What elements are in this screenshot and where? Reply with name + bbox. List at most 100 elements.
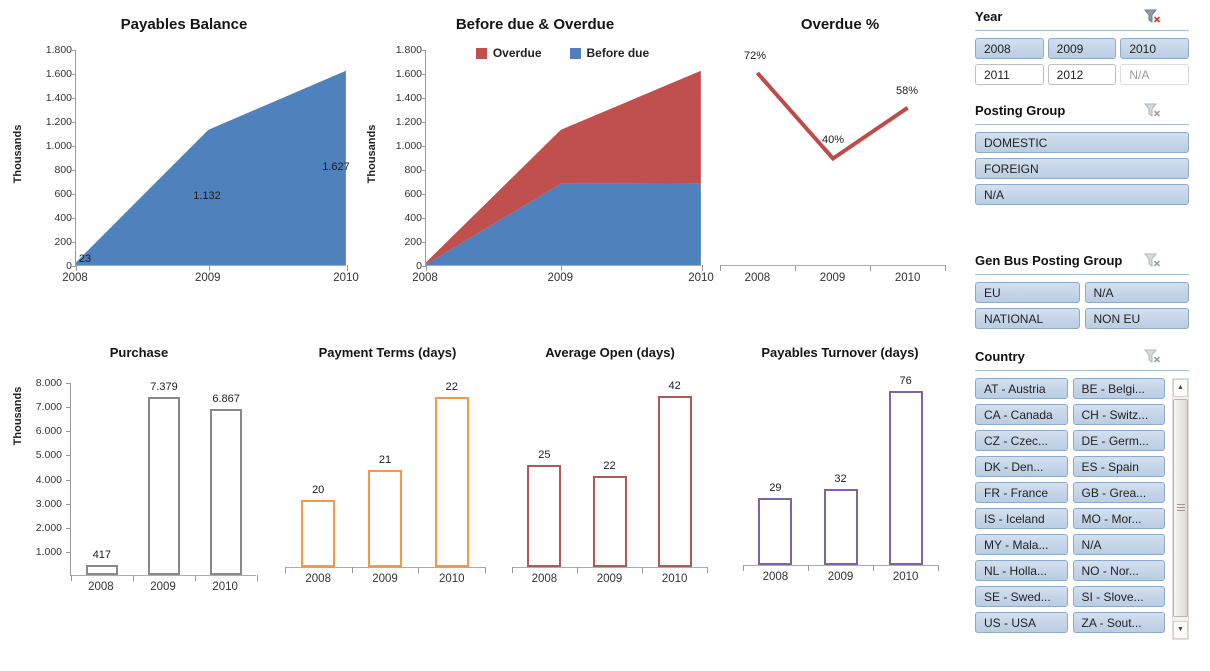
y-tick-mark — [71, 98, 76, 99]
scroll-down-icon[interactable]: ▼ — [1173, 621, 1188, 639]
y-axis-tick-labels: 1.800 1.600 1.400 1.200 1.000 800 600 400 200 0 — [382, 44, 422, 272]
slicer-item-gen-bus-posting-group-non-eu[interactable]: NON EU — [1084, 308, 1189, 329]
plot-area: 23 1.132 1.627 — [71, 50, 350, 271]
scroll-up-icon[interactable]: ▲ — [1173, 379, 1188, 397]
slicer-item-country-cz-czec[interactable]: CZ - Czec... — [975, 430, 1068, 451]
x-tick-mark — [870, 265, 872, 271]
slicer-item-country-dk-den[interactable]: DK - Den... — [975, 456, 1068, 477]
legend-swatch-overdue — [475, 47, 487, 59]
x-tick-label: 2009 — [819, 272, 846, 284]
slicer-item-gen-bus-posting-group-eu[interactable]: EU — [975, 282, 1080, 303]
x-tick-mark — [351, 567, 353, 573]
chart-title: Before due & Overdue — [455, 16, 615, 33]
slicer-item-country-my-mala[interactable]: MY - Mala... — [975, 534, 1068, 555]
clear-filter-icon[interactable] — [1144, 8, 1161, 25]
y-tick-label: 800 — [54, 164, 72, 176]
slicer-item-year-2010[interactable]: 2010 — [1120, 38, 1189, 59]
x-tick-mark — [208, 265, 210, 271]
y-tick-label: 1.800 — [395, 44, 422, 56]
y-tick-label: 600 — [54, 188, 72, 200]
slicer-item-country-za-sout[interactable]: ZA - Sout... — [1072, 612, 1165, 633]
plot-area: 417 7.379 6.867 — [66, 381, 258, 581]
chart-title: Payables Balance — [120, 16, 248, 33]
country-scrollbar[interactable]: ▲ ▼ — [1172, 378, 1189, 640]
y-tick-mark — [421, 266, 426, 267]
slicer-item-country-ca-canada[interactable]: CA - Canada — [975, 404, 1068, 425]
chart-before-due-overdue: Before due & Overdue Thousands 1.800 1.60… — [360, 8, 714, 308]
scrollbar-thumb[interactable] — [1173, 399, 1188, 617]
bar-2008 — [301, 500, 336, 567]
plot-area — [421, 50, 703, 271]
data-point-label: 1.132 — [193, 190, 221, 202]
slicer-item-country-at-austria[interactable]: AT - Austria — [975, 378, 1068, 399]
slicer-item-year-2008[interactable]: 2008 — [975, 38, 1044, 59]
slicer-item-year-n-a[interactable]: N/A — [1120, 64, 1189, 85]
bar-value-label: 32 — [834, 473, 847, 485]
slicer-item-country-si-slove[interactable]: SI - Slove... — [1072, 586, 1165, 607]
slicer-item-posting-group-n-a[interactable]: N/A — [975, 184, 1189, 205]
chart-overdue-percent: Overdue % 72% 40% 58% 2008 2009 2010 — [715, 8, 965, 308]
clear-filter-icon[interactable] — [1144, 102, 1161, 119]
slicer-item-country-no-nor[interactable]: NO - Nor... — [1072, 560, 1165, 581]
clear-filter-icon[interactable] — [1144, 252, 1161, 269]
x-tick-mark — [945, 265, 946, 271]
x-tick-label: 2009 — [194, 272, 221, 284]
slicer-item-gen-bus-posting-group-national[interactable]: NATIONAL — [975, 308, 1080, 329]
slicer-item-year-2011[interactable]: 2011 — [975, 64, 1044, 85]
legend: Overdue Before due — [425, 46, 700, 60]
chart-payables-balance: Payables Balance Thousands 1.800 1.600 1.4… — [8, 8, 360, 308]
bar-2010 — [888, 391, 923, 565]
bar-value-label: 22 — [603, 460, 616, 472]
slicer-item-country-fr-france[interactable]: FR - France — [975, 482, 1068, 503]
slicer-item-country-is-iceland[interactable]: IS - Iceland — [975, 508, 1068, 529]
legend-item-overdue: Overdue — [475, 46, 542, 60]
x-tick-mark — [707, 567, 708, 573]
x-tick-label: 2008 — [744, 272, 771, 284]
data-point-label: 23 — [78, 253, 92, 265]
y-tick-mark — [421, 218, 426, 219]
scrollbar-grip-icon — [1177, 504, 1185, 512]
y-tick-mark — [421, 50, 426, 51]
bar-value-label: 7.379 — [150, 381, 178, 393]
slicer-header: Year — [975, 8, 1189, 31]
y-tick-label: 1.000 — [35, 545, 62, 558]
slicer-item-gen-bus-posting-group-n-a[interactable]: N/A — [1084, 282, 1189, 303]
slicer-item-country-gb-grea[interactable]: GB - Grea... — [1072, 482, 1165, 503]
x-tick-label: 2010 — [688, 272, 714, 284]
y-tick-label: 1.200 — [45, 116, 72, 128]
slicer-item-country-es-spain[interactable]: ES - Spain — [1072, 456, 1165, 477]
y-tick-label: 0 — [416, 260, 422, 272]
data-point-label: 40% — [821, 134, 845, 146]
slicer-item-country-se-swed[interactable]: SE - Swed... — [975, 586, 1068, 607]
slicer-item-country-de-germ[interactable]: DE - Germ... — [1072, 430, 1165, 451]
slicer-item-country-nl-holla[interactable]: NL - Holla... — [975, 560, 1068, 581]
bar-2010 — [657, 396, 692, 567]
slicer-country: Country AT - Austria BE - Belgi... CA - Ca… — [975, 348, 1189, 648]
y-tick-mark — [71, 218, 76, 219]
clear-filter-icon[interactable] — [1144, 348, 1161, 365]
slicer-item-country-ch-switz[interactable]: CH - Switz... — [1072, 404, 1165, 425]
bar-value-label: 25 — [538, 449, 551, 461]
slicer-item-country-n-a[interactable]: N/A — [1072, 534, 1165, 555]
overdue-pct-svg — [755, 71, 909, 162]
slicer-title: Country — [975, 349, 1025, 364]
y-tick-mark — [421, 146, 426, 147]
x-axis-labels: 2008 2009 2010 — [412, 268, 714, 286]
slicer-item-posting-group-foreign[interactable]: FOREIGN — [975, 158, 1189, 179]
y-tick-label: 3.000 — [35, 497, 62, 510]
x-tick-label: 2008 — [762, 571, 789, 583]
x-tick-mark — [418, 567, 420, 573]
slicer-item-year-2012[interactable]: 2012 — [1047, 64, 1117, 85]
x-tick-mark — [76, 265, 77, 271]
slicer-item-year-2009[interactable]: 2009 — [1047, 38, 1117, 59]
slicer-item-country-us-usa[interactable]: US - USA — [975, 612, 1068, 633]
slicer-items: 2008 2009 2010 2011 2012 N/A — [975, 38, 1189, 86]
x-tick-mark — [71, 575, 72, 581]
bar-value-label: 76 — [899, 375, 912, 387]
x-axis-labels: 2008 2009 2010 — [720, 268, 945, 286]
y-tick-mark — [66, 455, 71, 457]
x-tick-mark — [743, 565, 744, 571]
slicer-item-posting-group-domestic[interactable]: DOMESTIC — [975, 132, 1189, 153]
slicer-item-country-mo-mor[interactable]: MO - Mor... — [1072, 508, 1165, 529]
slicer-item-country-be-belgi[interactable]: BE - Belgi... — [1072, 378, 1165, 399]
